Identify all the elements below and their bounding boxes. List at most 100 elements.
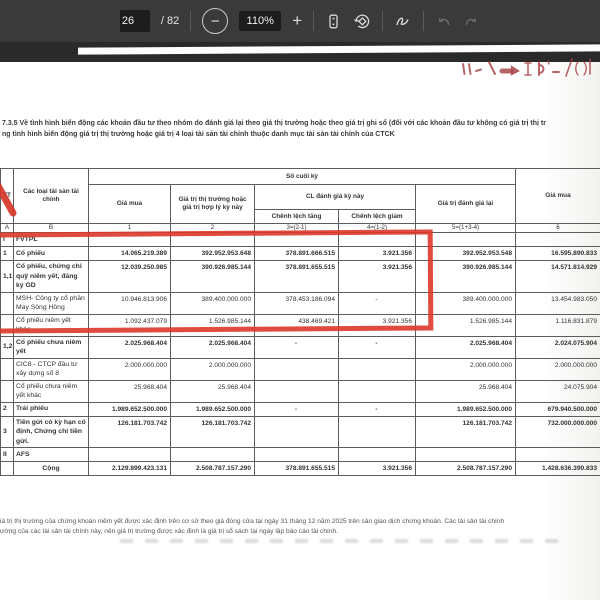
value-cell: 2.000.000.000	[170, 357, 255, 381]
table-row: 2 Trái phiếu 1.989.652.500.000 1.989.652.50…	[0, 401, 600, 417]
value-cell: 25.968.404	[170, 379, 255, 403]
row-number-cell	[0, 357, 14, 381]
value-cell: 392.952.953.648	[170, 246, 255, 261]
zoom-out-button[interactable]: −	[202, 8, 229, 34]
page-number-input[interactable]	[119, 10, 150, 32]
col-code: 5=(1+3-4)	[414, 223, 517, 233]
row-number-cell	[0, 291, 14, 315]
ghost-bleedthrough-text	[120, 539, 560, 543]
footnote: iá trị thị trường của chứng khoán niêm y…	[0, 517, 600, 537]
value-cell: 3.921.356	[338, 461, 416, 477]
row-number-cell: 1,1	[0, 260, 14, 293]
value-cell: 1.116.831.879	[515, 313, 600, 337]
value-cell: 378.891.655.515	[254, 461, 339, 477]
value-cell	[338, 232, 416, 247]
row-number-cell: 2	[0, 401, 14, 417]
col-code: 2	[170, 223, 255, 233]
value-cell: 2.025.968.404	[88, 335, 171, 359]
header-period-end: Số cuối kỳ	[87, 168, 517, 185]
value-cell: 16.595.890.833	[515, 246, 600, 261]
col-code: 4=(1-2)	[338, 223, 416, 233]
value-cell: 2.000.000.000	[515, 357, 600, 381]
value-cell: 390.926.985.144	[414, 260, 517, 293]
asset-label-cell: Cổ phiếu chưa niêm yết khác	[13, 379, 89, 403]
value-cell	[254, 357, 339, 381]
row-number-cell	[0, 379, 14, 403]
row-number-cell: 1,2	[0, 335, 14, 359]
value-cell: 1.989.652.500.000	[170, 401, 255, 417]
value-cell	[88, 232, 171, 247]
row-number-cell	[0, 461, 14, 477]
value-cell: 1.526.985.144	[414, 313, 517, 337]
value-cell	[414, 232, 517, 247]
table-row: II AFS	[0, 447, 600, 463]
asset-label-cell: AFS	[13, 447, 89, 463]
value-cell: 2.024.075.904	[515, 335, 600, 359]
asset-label-cell: Tiền gửi có kỳ hạn cố định, Chứng chỉ ti…	[13, 415, 89, 449]
table-row: 1,1 Cổ phiếu, chứng chỉ quỹ niêm yết, đăn…	[0, 260, 600, 293]
value-cell: 1.526.985.144	[170, 313, 255, 337]
value-cell: 13.454.983.050	[515, 291, 600, 315]
value-cell: -	[338, 291, 416, 315]
value-cell: 1.989.652.500.000	[414, 401, 517, 417]
value-cell: 679.940.500.000	[515, 401, 600, 417]
document-page: 7.3.5 Về tình hình biến động các khoản đ…	[0, 62, 600, 600]
header-revaluation-diff: CL đánh giá kỳ này	[254, 184, 416, 210]
header-tt: TT	[0, 168, 14, 224]
intro-line-1: 7.3.5 Về tình hình biến động các khoản đ…	[2, 120, 546, 127]
value-cell	[515, 447, 600, 463]
header-purchase-price: Giá mua	[88, 184, 171, 224]
value-cell	[88, 447, 171, 463]
col-code: 6	[515, 223, 600, 233]
value-cell	[254, 415, 339, 449]
row-number-cell: 3	[0, 415, 14, 449]
table-row: CIC8 - CTCP đầu tư xây dựng số 8 2.000.00…	[0, 357, 600, 381]
row-number-cell: I	[0, 232, 14, 247]
asset-label-cell: Cổ phiếu niêm yết khác	[13, 313, 89, 337]
fit-page-button[interactable]	[325, 13, 342, 30]
value-cell	[414, 447, 517, 463]
value-cell: 392.952.953.548	[414, 246, 517, 261]
value-cell: 2.000.000.000	[88, 357, 171, 381]
zoom-in-button[interactable]: +	[292, 11, 302, 31]
value-cell: 2.000.000.000	[414, 357, 517, 381]
redo-button[interactable]	[463, 13, 480, 29]
value-cell: 14.571.814.929	[515, 260, 600, 293]
value-cell	[338, 357, 416, 381]
footnote-line-2: ường của các tài sản tài chính này, nên …	[0, 528, 339, 536]
draw-ink-button[interactable]	[394, 13, 412, 29]
value-cell	[254, 379, 339, 403]
toolbar-divider	[190, 11, 192, 31]
value-cell: 2.508.787.157.290	[170, 461, 255, 477]
financial-table: TT Các loại tài sản tài chính Số cuối kỳ…	[0, 168, 600, 477]
value-cell	[338, 447, 416, 463]
footnote-line-1: iá trị thị trường của chứng khoán niêm y…	[0, 518, 505, 525]
col-code: A	[0, 223, 14, 233]
asset-label-cell: FVTPL	[13, 232, 89, 247]
value-cell	[254, 232, 339, 247]
col-code: 1	[88, 223, 171, 233]
value-cell: 126.181.703.742	[88, 415, 171, 449]
asset-label-cell: Cổ phiếu	[13, 246, 89, 261]
redo-icon	[463, 13, 480, 29]
undo-button[interactable]	[435, 13, 452, 29]
fit-page-icon	[325, 13, 342, 30]
zoom-level-display: 110%	[239, 11, 282, 31]
table-row: MSH- Công ty cổ phần May Sông Hồng 10.946…	[0, 291, 600, 315]
page-top-edge	[77, 44, 600, 55]
value-cell: 3.921.356	[338, 246, 416, 261]
value-cell: 1.989.652.500.000	[88, 401, 171, 417]
header-asset-type: Các loại tài sản tài chính	[13, 168, 89, 224]
undo-icon	[435, 13, 452, 29]
toolbar-divider	[382, 11, 384, 31]
intro-line-2: ng tình hình biến động giá trị thị trườn…	[2, 131, 395, 139]
value-cell: 3.921.356	[338, 260, 416, 293]
value-cell	[515, 232, 600, 247]
row-number-cell: 1	[0, 246, 14, 261]
value-cell	[170, 232, 255, 247]
rotate-button[interactable]	[353, 12, 371, 30]
asset-label-cell: Cổ phiếu, chứng chỉ quỹ niêm yết, đăng k…	[13, 260, 89, 293]
value-cell: 10.946.813.906	[88, 291, 171, 315]
toolbar-divider	[313, 11, 315, 31]
